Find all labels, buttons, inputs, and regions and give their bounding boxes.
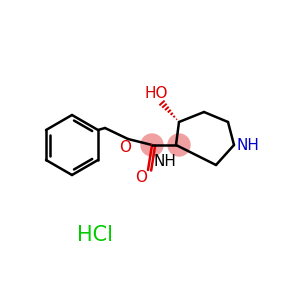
Text: NH: NH <box>154 154 176 169</box>
Text: NH: NH <box>237 139 260 154</box>
Text: HCl: HCl <box>77 225 113 245</box>
Text: HO: HO <box>144 86 168 101</box>
Circle shape <box>141 134 163 156</box>
Text: O: O <box>135 170 147 185</box>
Circle shape <box>168 134 190 156</box>
Text: O: O <box>119 140 131 154</box>
